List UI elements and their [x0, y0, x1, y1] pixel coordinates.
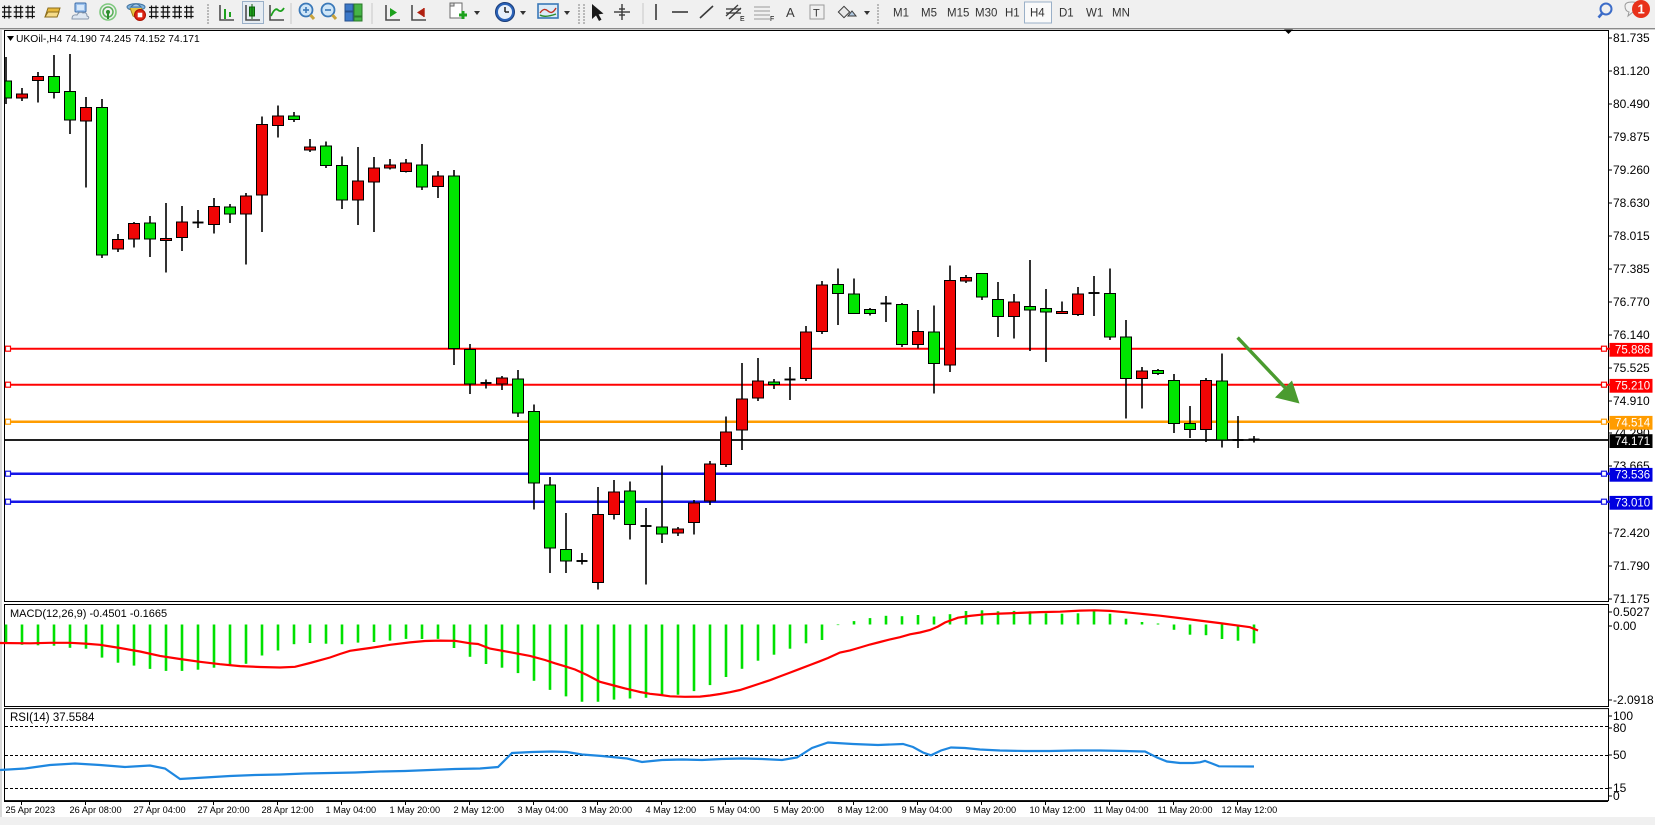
svg-text:MN: MN — [1112, 8, 1130, 20]
svg-text:11 May 04:00: 11 May 04:00 — [1094, 805, 1149, 815]
svg-text:27 Apr 20:00: 27 Apr 20:00 — [198, 805, 250, 815]
svg-text:77.385: 77.385 — [1613, 262, 1650, 276]
svg-text:79.260: 79.260 — [1613, 163, 1650, 177]
svg-text:A: A — [786, 5, 795, 20]
svg-text:75.210: 75.210 — [1615, 381, 1650, 393]
svg-text:74.171: 74.171 — [1615, 436, 1650, 448]
svg-text:71.790: 71.790 — [1613, 559, 1650, 573]
svg-text:0.5027: 0.5027 — [1613, 605, 1650, 619]
svg-text:79.875: 79.875 — [1613, 130, 1650, 144]
svg-text:50: 50 — [1613, 748, 1627, 762]
svg-text:5 May 04:00: 5 May 04:00 — [710, 805, 761, 815]
svg-text:80: 80 — [1613, 721, 1627, 735]
svg-text:H1: H1 — [1005, 8, 1020, 20]
svg-text:M5: M5 — [921, 8, 937, 20]
svg-text:M15: M15 — [947, 8, 969, 20]
svg-text:2 May 12:00: 2 May 12:00 — [454, 805, 505, 815]
svg-text:76.770: 76.770 — [1613, 295, 1650, 309]
svg-text:1 May 20:00: 1 May 20:00 — [390, 805, 441, 815]
svg-text:72.420: 72.420 — [1613, 526, 1650, 540]
svg-text:MACD(12,26,9) -0.4501 -0.1665: MACD(12,26,9) -0.4501 -0.1665 — [10, 608, 167, 620]
svg-text:81.735: 81.735 — [1613, 31, 1650, 45]
svg-text:E: E — [740, 16, 745, 23]
svg-text:28 Apr 12:00: 28 Apr 12:00 — [262, 805, 314, 815]
svg-text:UKOil-,H4 74.190 74.245 74.15: UKOil-,H4 74.190 74.245 74.152 74.171 — [16, 34, 200, 45]
svg-text:3 May 04:00: 3 May 04:00 — [518, 805, 569, 815]
svg-text:M1: M1 — [893, 8, 909, 20]
svg-text:3 May 20:00: 3 May 20:00 — [582, 805, 633, 815]
svg-text:8 May 12:00: 8 May 12:00 — [838, 805, 889, 815]
svg-text:71.175: 71.175 — [1613, 592, 1650, 606]
svg-text:M30: M30 — [975, 8, 997, 20]
svg-text:78.630: 78.630 — [1613, 196, 1650, 210]
svg-text:26 Apr 08:00: 26 Apr 08:00 — [70, 805, 122, 815]
svg-text:10 May 12:00: 10 May 12:00 — [1030, 805, 1086, 815]
svg-text:9 May 04:00: 9 May 04:00 — [902, 805, 953, 815]
svg-text:D1: D1 — [1059, 8, 1074, 20]
svg-text:F: F — [770, 16, 774, 23]
svg-text:1 May 04:00: 1 May 04:00 — [326, 805, 377, 815]
svg-text:75.886: 75.886 — [1615, 345, 1650, 357]
svg-text:100: 100 — [1613, 709, 1633, 723]
svg-text:0: 0 — [1613, 789, 1620, 803]
svg-text:78.015: 78.015 — [1613, 229, 1650, 243]
svg-text:RSI(14) 37.5584: RSI(14) 37.5584 — [10, 712, 95, 724]
svg-text:12 May 12:00: 12 May 12:00 — [1222, 805, 1278, 815]
svg-text:T: T — [813, 8, 820, 20]
svg-text:W1: W1 — [1086, 8, 1103, 20]
svg-text:15: 15 — [1613, 781, 1627, 795]
svg-text:81.120: 81.120 — [1613, 64, 1650, 78]
svg-text:5 May 20:00: 5 May 20:00 — [774, 805, 825, 815]
svg-text:74.514: 74.514 — [1615, 418, 1651, 430]
svg-text:4 May 12:00: 4 May 12:00 — [646, 805, 697, 815]
svg-text:76.140: 76.140 — [1613, 328, 1650, 342]
svg-text:0.00: 0.00 — [1613, 619, 1637, 633]
svg-text:25 Apr 2023: 25 Apr 2023 — [6, 805, 56, 815]
svg-text:H4: H4 — [1030, 8, 1045, 20]
svg-text:-2.0918: -2.0918 — [1613, 693, 1654, 707]
svg-text:73.536: 73.536 — [1615, 470, 1650, 482]
svg-text:73.010: 73.010 — [1615, 498, 1650, 510]
svg-text:11 May 20:00: 11 May 20:00 — [1158, 805, 1213, 815]
svg-text:80.490: 80.490 — [1613, 97, 1650, 111]
svg-text:75.525: 75.525 — [1613, 361, 1650, 375]
svg-text:1: 1 — [1638, 2, 1645, 17]
svg-text:27 Apr 04:00: 27 Apr 04:00 — [134, 805, 186, 815]
svg-text:74.910: 74.910 — [1613, 394, 1650, 408]
svg-text:9 May 20:00: 9 May 20:00 — [966, 805, 1017, 815]
